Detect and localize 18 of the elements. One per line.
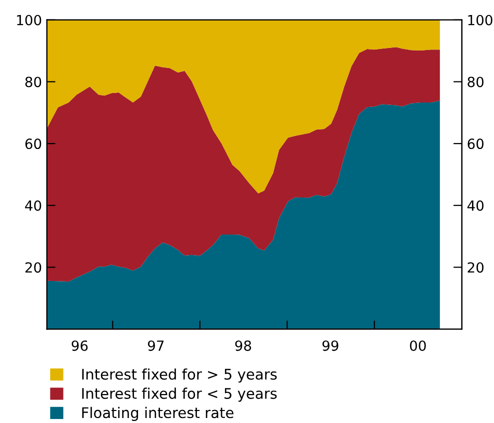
y2-tick-label: 60	[468, 138, 484, 150]
y2-tick-label: 40	[467, 200, 484, 211]
x-tick-label: 99	[322, 340, 338, 351]
y2-tick-label: 20	[468, 262, 484, 273]
y-tick-label: 80	[25, 76, 42, 88]
y-tick-label: 40	[25, 200, 42, 211]
y-tick-label: 60	[25, 138, 42, 150]
y2-tick-label: 100	[468, 14, 492, 26]
legend-label: Interest fixed for < 5 years	[82, 388, 277, 402]
legend-label: Interest fixed for > 5 years	[82, 368, 277, 383]
y2-tick-label: 80	[468, 76, 484, 88]
x-tick-label: 96	[72, 340, 88, 351]
x-tick-label: 00	[410, 340, 426, 351]
x-tick-label: 97	[148, 340, 164, 351]
x-tick-label: 98	[235, 340, 252, 351]
y-tick-label: 20	[25, 262, 42, 273]
legend-label: Floating interest rate	[82, 406, 234, 421]
y-tick-label: 100	[17, 14, 42, 26]
